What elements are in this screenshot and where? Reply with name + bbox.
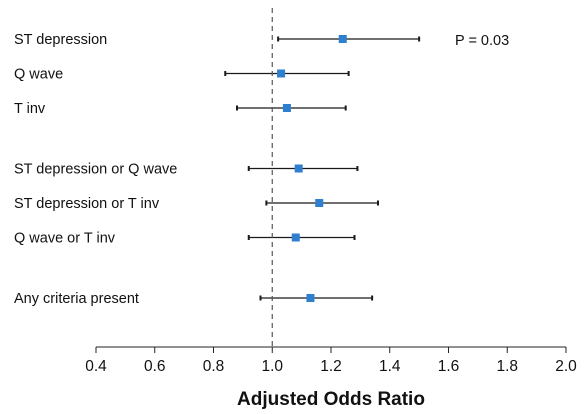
forest-row: Any criteria present — [14, 291, 374, 307]
row-label: Any criteria present — [14, 291, 139, 307]
x-tick-label: 0.6 — [144, 358, 166, 375]
row-label: T inv — [14, 101, 46, 117]
x-tick-label: 1.2 — [320, 358, 342, 375]
x-tick-label: 0.8 — [203, 358, 225, 375]
row-label: ST depression — [14, 32, 107, 48]
odds-ratio-marker — [291, 233, 300, 242]
x-tick-label: 2.0 — [555, 358, 577, 375]
rows-layer: ST depression Q wave T inv ST depression or… — [14, 32, 421, 307]
forest-row: ST depression — [14, 32, 421, 48]
odds-ratio-marker — [294, 164, 303, 173]
odds-ratio-marker — [338, 35, 347, 43]
row-label: ST depression or T inv — [14, 196, 160, 212]
x-axis-title: Adjusted Odds Ratio — [237, 389, 425, 410]
odds-ratio-marker — [282, 104, 291, 112]
p-value-annotation: P = 0.03 — [455, 33, 509, 49]
odds-ratio-marker — [277, 69, 286, 78]
forest-row: ST depression or Q wave — [14, 162, 359, 178]
row-label: Q wave — [14, 67, 63, 83]
x-tick-label: 1.0 — [261, 358, 283, 375]
x-tick-label: 1.8 — [496, 358, 518, 375]
row-label: ST depression or Q wave — [14, 162, 177, 178]
x-tick-label: 1.6 — [438, 358, 460, 375]
odds-ratio-marker — [315, 199, 324, 207]
x-axis-ticks: 0.4 0.6 0.8 1.0 1.2 1.4 1.6 1.8 2.0 — [85, 347, 577, 375]
forest-row: ST depression or T inv — [14, 196, 379, 212]
x-tick-label: 0.4 — [85, 358, 107, 375]
forest-row: T inv — [14, 101, 347, 117]
forest-row: Q wave — [14, 67, 350, 83]
odds-ratio-marker — [306, 294, 315, 302]
x-tick-label: 1.4 — [379, 358, 401, 375]
row-label: Q wave or T inv — [14, 231, 116, 247]
forest-row: Q wave or T inv — [14, 231, 356, 247]
